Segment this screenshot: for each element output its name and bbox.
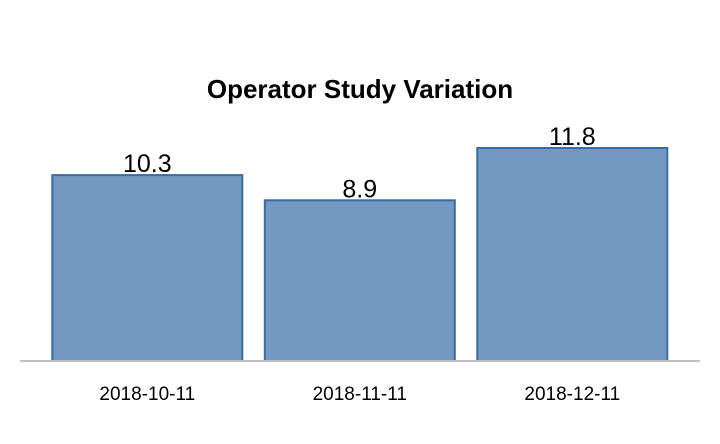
x-tick-label-2018-12-11: 2018-12-11 <box>524 384 620 405</box>
bars-group <box>51 147 669 362</box>
bar-2018-11-11 <box>263 199 456 362</box>
bar-2018-12-11 <box>476 147 669 362</box>
x-tick-label-2018-11-11: 2018-11-11 <box>313 384 407 405</box>
bar-2018-10-11 <box>51 174 244 362</box>
data-label-2018-11-11: 8.9 <box>342 175 377 203</box>
data-label-2018-12-11: 11.8 <box>549 123 596 151</box>
data-label-2018-10-11: 10.3 <box>123 150 172 178</box>
chart-title: Operator Study Variation <box>207 74 513 104</box>
data-labels-group: 10.3 8.9 11.8 <box>123 123 596 203</box>
x-tick-labels-group: 2018-10-11 2018-11-11 2018-12-11 <box>99 384 620 405</box>
x-tick-label-2018-10-11: 2018-10-11 <box>99 384 195 405</box>
